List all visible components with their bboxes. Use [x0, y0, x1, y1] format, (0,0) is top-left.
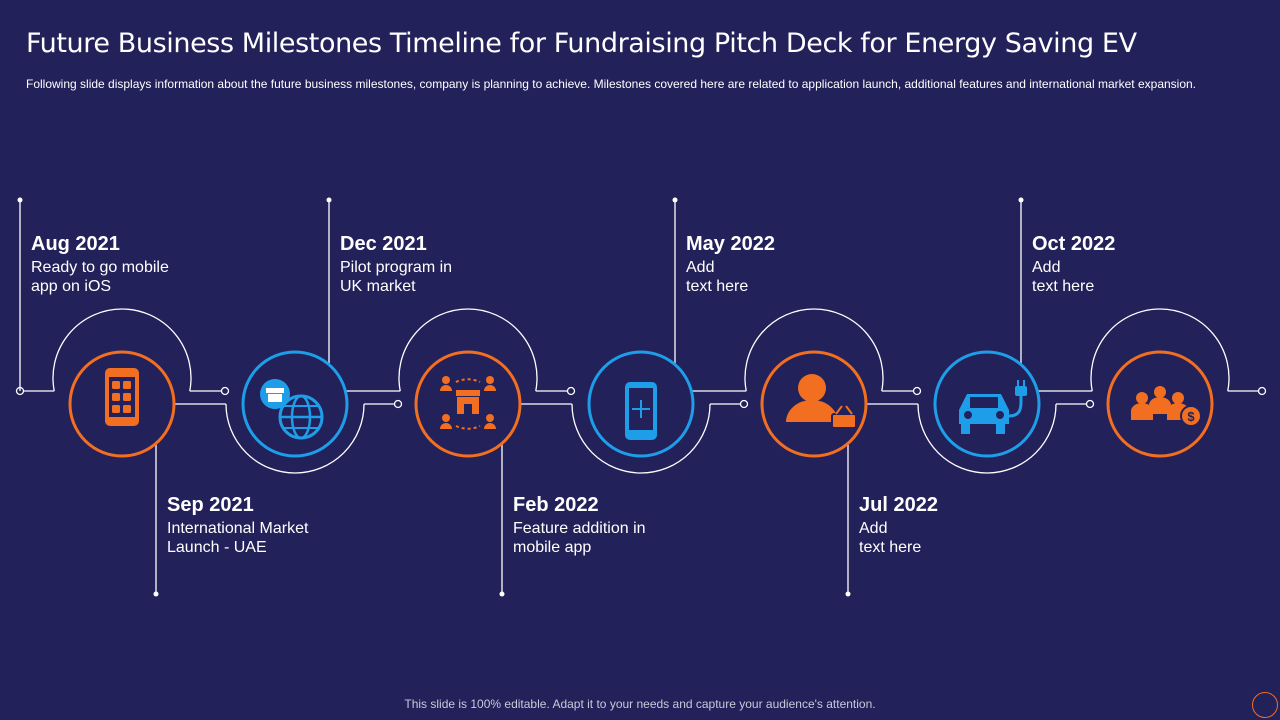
timeline-stem-dot — [326, 197, 332, 203]
slide-title: Future Business Milestones Timeline for … — [26, 28, 1137, 59]
milestone-description: Add text here — [1032, 259, 1095, 295]
milestone-date: Dec 2021 — [340, 233, 427, 255]
milestone-date: Feb 2022 — [513, 494, 599, 516]
milestone-description: Add text here — [859, 520, 922, 556]
milestone-description: Pilot program in UK market — [340, 259, 453, 295]
store-network-icon — [440, 376, 496, 430]
timeline-track — [15, 197, 1267, 597]
timeline-arc — [398, 308, 538, 392]
timeline-stem-dot — [153, 591, 159, 597]
timeline-node — [1085, 399, 1095, 409]
milestone-3: Dec 2021 Pilot program in UK market — [340, 232, 500, 296]
footer-note: This slide is 100% editable. Adapt it to… — [404, 697, 876, 711]
timeline-stem-dot — [499, 591, 505, 597]
milestone-6: Jul 2022 Add text here — [859, 493, 1019, 557]
mobile-apps-icon — [105, 368, 139, 426]
milestone-date: Oct 2022 — [1032, 233, 1116, 255]
timeline-arc — [52, 308, 192, 392]
corner-badge — [1252, 692, 1278, 718]
milestone-date: May 2022 — [686, 233, 775, 255]
timeline-arc — [917, 403, 1057, 474]
milestone-date: Aug 2021 — [31, 233, 120, 255]
timeline-arc — [225, 403, 365, 474]
milestone-description: Add text here — [686, 259, 749, 295]
milestone-date: Jul 2022 — [859, 494, 938, 516]
timeline-node — [393, 399, 403, 409]
timeline-arc — [744, 308, 884, 392]
timeline-node — [1257, 386, 1267, 396]
customer-basket-icon — [786, 374, 857, 429]
timeline-stem-dot — [17, 197, 23, 203]
timeline-arc — [571, 403, 711, 474]
milestone-5: May 2022 Add text here — [686, 232, 846, 296]
timeline-node — [220, 386, 230, 396]
globe-store-icon — [260, 379, 324, 440]
milestone-description: International Market Launch - UAE — [167, 520, 309, 556]
timeline-stem-dot — [1018, 197, 1024, 203]
milestone-date: Sep 2021 — [167, 494, 254, 516]
milestone-2: Sep 2021 International Market Launch - UA… — [167, 493, 327, 557]
timeline-node — [739, 399, 749, 409]
milestone-7: Oct 2022 Add text here — [1032, 232, 1192, 296]
phone-add-icon — [625, 382, 657, 440]
electric-car-icon — [959, 380, 1027, 434]
milestone-description: Ready to go mobile app on iOS — [31, 259, 169, 295]
investors-icon: $ — [1131, 386, 1202, 427]
timeline-icons: $ — [68, 350, 1214, 458]
slide-subtitle: Following slide displays information abo… — [26, 77, 1197, 91]
milestone-4: Feb 2022 Feature addition in mobile app — [513, 493, 673, 557]
timeline-node — [566, 386, 576, 396]
svg-text:$: $ — [1187, 409, 1195, 424]
timeline-arc — [1090, 308, 1230, 392]
timeline-stem-dot — [672, 197, 678, 203]
milestone-description: Feature addition in mobile app — [513, 520, 646, 556]
timeline-stem-dot — [845, 591, 851, 597]
milestone-1: Aug 2021 Ready to go mobile app on iOS — [31, 232, 191, 296]
timeline-node — [912, 386, 922, 396]
